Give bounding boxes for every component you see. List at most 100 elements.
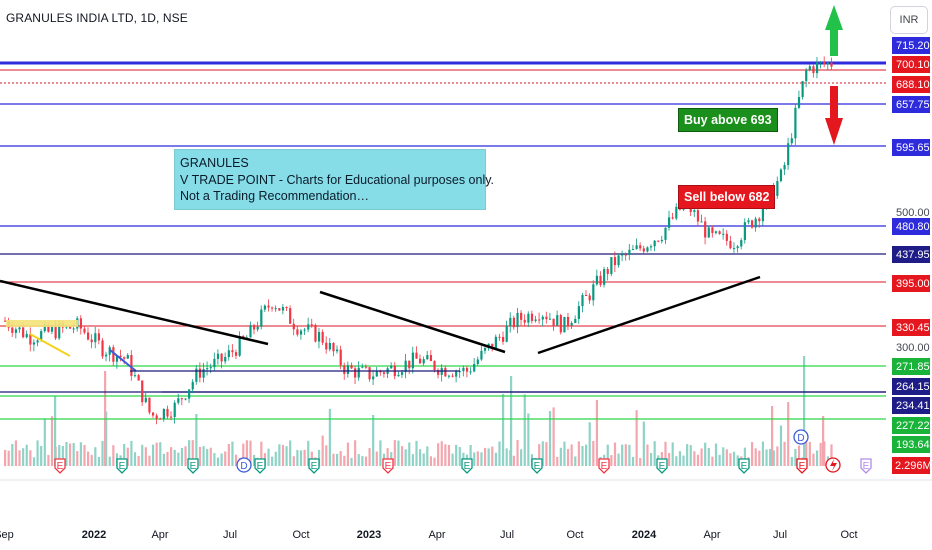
candle bbox=[523, 314, 526, 327]
volume-bar bbox=[444, 444, 447, 466]
candle-body bbox=[119, 355, 122, 358]
candle bbox=[624, 252, 627, 261]
price-tag-text: 193.64 bbox=[896, 439, 930, 451]
candle bbox=[747, 217, 750, 225]
candle-body bbox=[408, 360, 411, 369]
candle-body bbox=[184, 398, 187, 400]
volume-bar bbox=[541, 441, 544, 466]
marker-letter: E bbox=[741, 461, 748, 472]
candle bbox=[105, 351, 108, 362]
candle bbox=[451, 373, 454, 378]
volume-bar bbox=[707, 447, 710, 466]
price-tag-bg bbox=[892, 37, 930, 54]
volume-bar bbox=[686, 444, 689, 466]
price-tag-bg bbox=[892, 246, 930, 263]
price-tag-234.41: 234.41 bbox=[892, 397, 930, 414]
marker-shape bbox=[308, 458, 320, 474]
volume-bar bbox=[404, 449, 407, 466]
candle bbox=[704, 216, 707, 245]
candle bbox=[826, 61, 829, 71]
candle bbox=[660, 235, 663, 244]
x-tick-label: Apr bbox=[428, 529, 445, 541]
candle bbox=[563, 316, 566, 333]
candle-body bbox=[234, 352, 238, 356]
volume-bar bbox=[689, 445, 692, 466]
volume-bar bbox=[76, 451, 79, 466]
candle bbox=[415, 346, 418, 359]
candle-body bbox=[47, 324, 50, 332]
candle-body bbox=[664, 227, 667, 240]
price-tag-715.20: 715.20 bbox=[892, 37, 930, 54]
note-line-symbol: GRANULES bbox=[180, 156, 249, 170]
candle-body bbox=[133, 375, 137, 377]
candle-body bbox=[563, 316, 566, 333]
candle-body bbox=[462, 367, 465, 372]
volume-bar bbox=[805, 440, 808, 466]
volume-bar bbox=[177, 452, 180, 466]
volume-bar bbox=[133, 452, 137, 466]
candle bbox=[498, 333, 501, 341]
candle bbox=[299, 328, 303, 340]
candle bbox=[707, 225, 710, 238]
volume-bar bbox=[61, 446, 64, 466]
candle-body bbox=[758, 218, 761, 222]
candle bbox=[743, 218, 746, 244]
volume-bar bbox=[43, 418, 46, 466]
candle-body bbox=[213, 358, 216, 368]
volume-bar bbox=[354, 440, 357, 466]
candle-body bbox=[159, 418, 162, 420]
candle-body bbox=[613, 257, 617, 266]
candle bbox=[191, 379, 194, 394]
candle-body bbox=[693, 210, 696, 212]
up-arrow-head bbox=[825, 5, 843, 30]
volume-bar bbox=[36, 440, 39, 466]
volume-bar bbox=[97, 457, 101, 466]
volume-bar bbox=[711, 456, 714, 466]
volume-bar bbox=[754, 448, 757, 466]
candle-body bbox=[202, 369, 205, 378]
candle-body bbox=[743, 222, 746, 241]
candle bbox=[617, 253, 620, 268]
candle bbox=[520, 310, 523, 326]
candle-body bbox=[141, 380, 144, 403]
volume-bar bbox=[473, 452, 476, 466]
candle bbox=[332, 342, 335, 357]
candle bbox=[321, 329, 324, 345]
candle bbox=[372, 369, 375, 386]
candle bbox=[458, 367, 461, 378]
candle bbox=[646, 246, 649, 253]
educational-note: GRANULES V TRADE POINT - Charts for Educ… bbox=[174, 149, 494, 210]
candle bbox=[213, 352, 216, 371]
volume-bar bbox=[4, 449, 7, 466]
price-tag-text: 480.80 bbox=[896, 221, 930, 233]
candle bbox=[787, 137, 790, 170]
candle-body bbox=[732, 248, 736, 250]
x-tick-label: Jul bbox=[773, 529, 787, 541]
candle-body bbox=[18, 327, 21, 330]
volume-bar bbox=[483, 447, 487, 466]
candle bbox=[408, 360, 411, 375]
volume-bar bbox=[794, 449, 797, 466]
x-tick-label: Apr bbox=[703, 529, 720, 541]
currency-button[interactable]: INR bbox=[890, 6, 928, 34]
earnings-marker: E bbox=[796, 458, 808, 474]
candle bbox=[639, 242, 642, 252]
price-tag-text: 234.41 bbox=[896, 400, 930, 412]
candle-body bbox=[281, 307, 285, 311]
candle bbox=[263, 304, 267, 312]
candle-body bbox=[639, 245, 642, 249]
candle bbox=[310, 318, 313, 328]
volume-bar bbox=[400, 446, 404, 466]
volume-bar bbox=[447, 444, 451, 466]
volume-bar bbox=[72, 443, 75, 466]
volume-bar bbox=[411, 454, 414, 466]
volume-tag-bg bbox=[892, 457, 930, 474]
candle-body bbox=[390, 365, 393, 369]
candle bbox=[581, 292, 584, 313]
candle bbox=[390, 362, 393, 369]
candle-body bbox=[339, 349, 342, 366]
candle-body bbox=[58, 323, 61, 339]
candle bbox=[476, 356, 479, 366]
volume-spike bbox=[771, 406, 774, 466]
